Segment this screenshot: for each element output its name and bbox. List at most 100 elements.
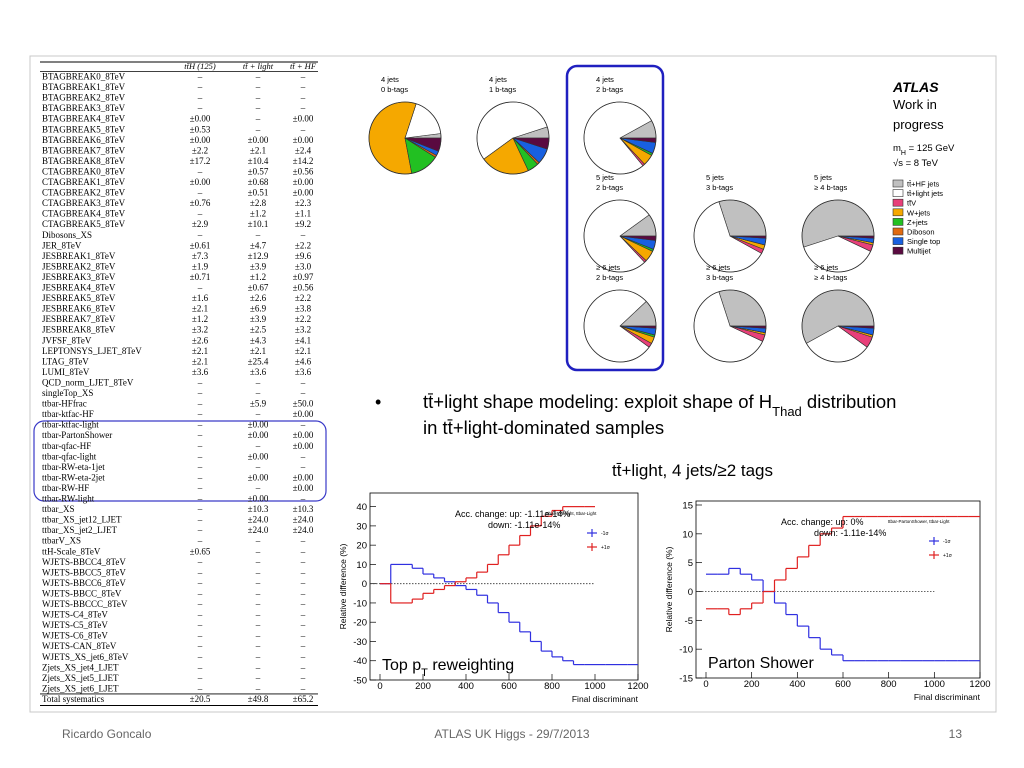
table-row-label: WJETS_XS_jet6_8TeV xyxy=(42,652,129,662)
pie-title: 4 jets xyxy=(596,75,614,84)
plot-annotation: Top pT reweighting xyxy=(382,657,514,679)
table-row-label: Zjets_XS_jet6_LJET xyxy=(42,683,119,693)
table-cell: ±17.2 xyxy=(190,156,211,166)
legend-swatch xyxy=(892,189,904,197)
table-cell: ±4.1 xyxy=(295,335,311,345)
table-row-label: WJETS-C5_8TeV xyxy=(42,620,108,630)
table-row-label: ttH-Scale_8TeV xyxy=(42,546,101,556)
table-cell: – xyxy=(197,557,203,567)
table-cell: – xyxy=(197,103,203,113)
table-cell: ±10.4 xyxy=(248,156,269,166)
plot-frame xyxy=(695,500,981,679)
table-cell: – xyxy=(255,536,261,546)
table-row-label: ttbar-RW-light xyxy=(42,494,95,504)
table-cell: – xyxy=(197,462,203,472)
table-cell: – xyxy=(197,652,203,662)
table-cell: – xyxy=(255,230,261,240)
y-tick-label: -15 xyxy=(679,674,693,685)
x-tick-label: 200 xyxy=(415,681,431,692)
table-cell: ±2.8 xyxy=(250,198,267,208)
x-tick-label: 600 xyxy=(501,681,517,692)
table-cell: – xyxy=(197,683,203,693)
table-cell: ±0.00 xyxy=(293,409,314,419)
pie-outline xyxy=(368,101,442,175)
table-cell: ±0.00 xyxy=(293,430,314,440)
pie-outline xyxy=(476,101,550,175)
table-row-label: BTAGBREAK8_8TeV xyxy=(42,156,126,166)
table-row-label: WJETS-C6_8TeV xyxy=(42,631,108,641)
table-row-label: ttbar-RW-eta-2jet xyxy=(42,472,105,482)
table-row-label: WJETS-BBCCC_8TeV xyxy=(42,599,128,609)
bullet-text-part: distribution xyxy=(802,391,897,412)
table-cell: ±0.00 xyxy=(248,135,269,145)
table-cell: – xyxy=(255,483,261,493)
pie-outline xyxy=(693,199,767,273)
acc-up: Acc. change: up: 0% xyxy=(781,517,864,527)
legend-label: Single top xyxy=(907,237,940,246)
table-cell: – xyxy=(300,567,306,577)
table-header: tt̄ + HF xyxy=(290,61,317,71)
table-cell: ±3.9 xyxy=(250,261,267,271)
table-cell: – xyxy=(197,188,203,198)
table-cell: – xyxy=(300,536,306,546)
table-cell: ±5.9 xyxy=(250,399,267,409)
table-cell: ±1.2 xyxy=(250,272,266,282)
legend-label: -1σ xyxy=(601,531,609,537)
legend-label: +1σ xyxy=(943,553,953,559)
table-cell: ±1.2 xyxy=(192,314,208,324)
table-cell: – xyxy=(197,72,203,82)
pie-title: ≥ 6 jets xyxy=(706,263,730,272)
table-cell: ±0.76 xyxy=(190,198,211,208)
table-cell: ±0.97 xyxy=(293,272,314,282)
table-cell: ±2.9 xyxy=(192,219,209,229)
table-row-label: JESBREAK8_8TeV xyxy=(42,325,116,335)
table-cell: ±2.1 xyxy=(250,346,266,356)
table-cell: – xyxy=(300,546,306,556)
table-row-label: BTAGBREAK4_8TeV xyxy=(42,114,126,124)
atlas-label: Work in xyxy=(893,97,937,112)
plot-frame xyxy=(369,492,639,681)
table-cell: – xyxy=(197,494,203,504)
table-cell: – xyxy=(255,103,261,113)
table-cell: – xyxy=(255,631,261,641)
table-cell: ±3.8 xyxy=(295,304,312,314)
table-cell: ±0.00 xyxy=(248,430,269,440)
table-cell: ±0.00 xyxy=(190,114,211,124)
table-cell: – xyxy=(255,82,261,92)
legend-title: ttbar-PartonShower, ttbar-Light xyxy=(888,519,950,524)
pie-subtitle: 2 b-tags xyxy=(596,85,623,94)
bullet-text: tt̄+light shape modeling: exploit shape … xyxy=(423,391,896,419)
legend-label: tt̄+light jets xyxy=(907,189,943,198)
table-cell: ±0.00 xyxy=(293,483,314,493)
table-cell: ±2.3 xyxy=(295,198,312,208)
table-cell: – xyxy=(197,472,203,482)
x-tick-label: 0 xyxy=(703,679,708,690)
acc-up: Acc. change: up: -1.11e-14% xyxy=(455,509,570,519)
x-axis-label: Final discriminant xyxy=(572,694,639,704)
table-cell: ±6.9 xyxy=(250,304,267,314)
table-row-label: BTAGBREAK7_8TeV xyxy=(42,145,126,155)
table-row-label: ttbar_XS xyxy=(42,504,75,514)
table-row-label: WJETS-C4_8TeV xyxy=(42,610,108,620)
table-cell: ±0.00 xyxy=(248,420,269,430)
table-row-label: WJETS-BBCC4_8TeV xyxy=(42,557,126,567)
table-cell: – xyxy=(197,620,203,630)
plot-annotation-part: Top p xyxy=(382,657,421,674)
x-tick-label: 1200 xyxy=(627,681,648,692)
table-row-label: Dibosons_XS xyxy=(42,230,92,240)
table-cell: ±3.6 xyxy=(295,367,312,377)
table-row-label: ttbar-RW-HF xyxy=(42,483,89,493)
table-cell: – xyxy=(255,409,261,419)
table-cell: – xyxy=(300,420,306,430)
table-row-label: BTAGBREAK5_8TeV xyxy=(42,124,126,134)
x-tick-label: 0 xyxy=(377,681,382,692)
table-row-label: BTAGBREAK3_8TeV xyxy=(42,103,126,113)
x-tick-label: 1200 xyxy=(969,679,990,690)
table-row-label: ttbar-RW-eta-1jet xyxy=(42,462,105,472)
table-cell: – xyxy=(255,546,261,556)
table-cell: ±4.6 xyxy=(295,356,312,366)
table-header: tt̄ + light xyxy=(243,61,274,71)
table-cell: ±0.00 xyxy=(190,177,211,187)
legend-label: +1σ xyxy=(601,545,611,551)
